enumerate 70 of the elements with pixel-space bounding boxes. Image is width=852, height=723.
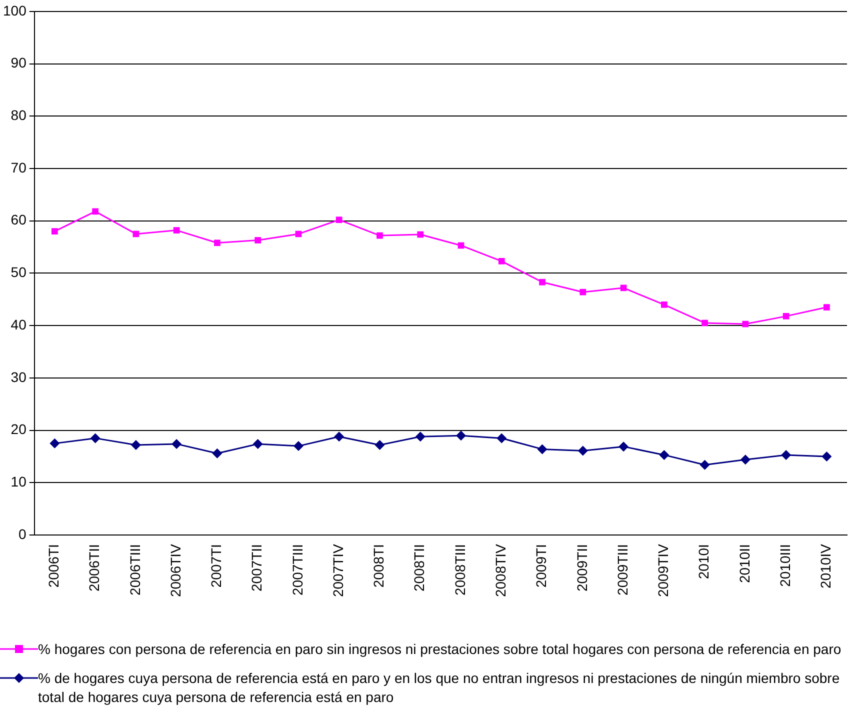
- point: [782, 313, 790, 320]
- legend-label: % de hogares cuya persona de referencia está en paro y en los que no entran ingresos ni prestaciones de ningún miembro sobre total de hogares cuya persona de referencia está en paro: [38, 669, 841, 707]
- point: [415, 432, 426, 442]
- point: [822, 452, 832, 462]
- point: [173, 227, 180, 234]
- y-tick-label: 10: [10, 474, 27, 490]
- point: [578, 446, 588, 456]
- point: [336, 216, 342, 224]
- y-tick-label: 20: [10, 421, 27, 438]
- x-tick-label: 2009TI: [533, 544, 550, 588]
- point: [537, 444, 548, 454]
- x-tick-label: 2008TI: [370, 544, 387, 588]
- x-tick-label: 2010II: [736, 544, 752, 584]
- y-tick-label: 100: [3, 2, 27, 18]
- x-tick-label: 2007TIII: [289, 544, 306, 596]
- point: [252, 438, 263, 449]
- point: [417, 231, 424, 238]
- point: [740, 454, 750, 465]
- point: [620, 284, 627, 292]
- x-tick-label: 2010IV: [818, 543, 834, 588]
- point: [51, 228, 58, 235]
- point: [824, 304, 830, 310]
- x-tick-label: 2010III: [776, 544, 793, 587]
- x-tick-label: 2006TI: [46, 544, 62, 588]
- y-tick-label: 30: [10, 368, 27, 385]
- point: [659, 450, 670, 460]
- point: [334, 432, 344, 442]
- point: [374, 440, 385, 450]
- point: [92, 208, 98, 215]
- point: [90, 433, 100, 444]
- point: [130, 440, 141, 450]
- point: [254, 237, 262, 244]
- y-tick-label: 50: [10, 264, 27, 280]
- y-tick-label: 40: [10, 316, 27, 332]
- point: [700, 460, 710, 470]
- point: [580, 288, 586, 296]
- point: [660, 301, 668, 308]
- point: [498, 258, 505, 264]
- x-tick-label: 2009TIII: [614, 544, 630, 596]
- point: [212, 448, 222, 458]
- x-tick-label: 2008TIII: [452, 544, 468, 596]
- x-tick-label: 2008TIV: [492, 543, 508, 598]
- point: [456, 430, 466, 441]
- x-tick-label: 2007TI: [208, 544, 224, 588]
- point: [781, 450, 792, 460]
- x-tick-label: 2006TIV: [167, 543, 184, 598]
- point: [496, 433, 507, 444]
- x-tick-label: 2009TIV: [655, 543, 672, 598]
- point: [742, 320, 749, 328]
- y-tick-label: 60: [10, 212, 27, 228]
- x-tick-label: 2007TIV: [330, 543, 346, 598]
- x-tick-label: 2006TIII: [126, 544, 143, 596]
- point: [50, 438, 60, 448]
- x-tick-label: 2010I: [696, 544, 712, 580]
- point: [539, 278, 546, 286]
- x-tick-label: 2009TII: [574, 544, 590, 592]
- point: [376, 232, 383, 239]
- point: [214, 240, 220, 246]
- point: [172, 438, 182, 449]
- point: [702, 320, 708, 326]
- y-tick-label: 70: [10, 159, 27, 176]
- y-tick-label: 80: [10, 106, 27, 123]
- x-tick-label: 2007TII: [248, 544, 265, 592]
- x-tick-label: 2008TII: [411, 544, 428, 592]
- y-tick-label: 90: [10, 54, 27, 71]
- x-tick-label: 2006TII: [86, 544, 102, 592]
- point: [618, 442, 629, 452]
- y-tick-label: 0: [18, 526, 27, 542]
- point: [293, 441, 304, 452]
- legend-label: % hogares con persona de referencia en paro sin ingresos ni prestaciones sobre total hogares con persona de referencia en paro: [38, 640, 842, 659]
